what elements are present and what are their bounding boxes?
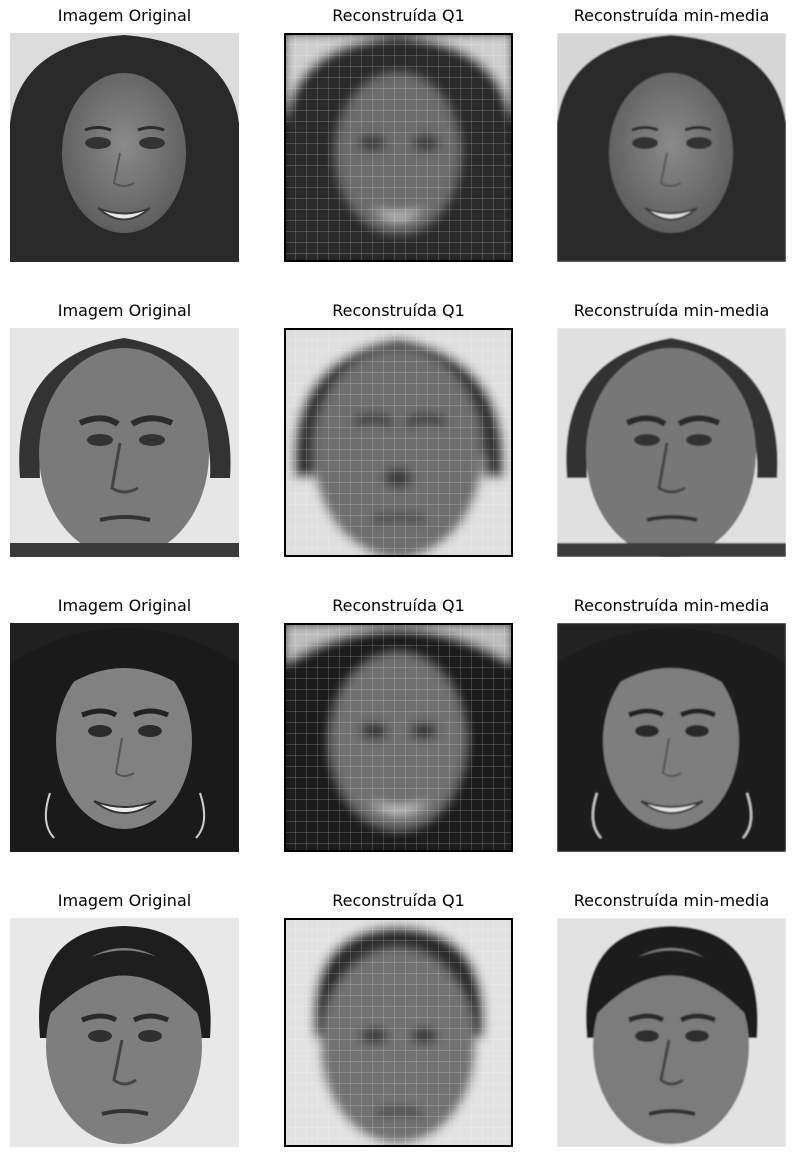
panel-title: Reconstruída Q1	[332, 6, 465, 25]
panel-title: Reconstruída min-media	[573, 6, 770, 25]
male-face-young-curly-hair-icon	[557, 918, 786, 1147]
blurry-female-face-reconstruction-icon	[284, 623, 513, 852]
blurry-male-face-reconstruction-icon	[284, 918, 513, 1147]
panel-title: Reconstruída min-media	[573, 596, 770, 615]
blurry-female-face-reconstruction-icon	[284, 33, 513, 262]
panel-title: Reconstruída min-media	[573, 301, 770, 320]
female-face-dark-hair-earrings-icon	[10, 623, 239, 852]
female-face-dark-hair-earrings-icon	[557, 623, 786, 852]
male-face-young-curly-hair-icon	[10, 918, 239, 1147]
panel-title: Reconstruída Q1	[332, 891, 465, 910]
panel-title: Reconstruída Q1	[332, 301, 465, 320]
blurry-male-face-reconstruction-icon	[284, 328, 513, 557]
panel-title: Reconstruída Q1	[332, 596, 465, 615]
panel-title: Imagem Original	[57, 891, 192, 910]
panel-title: Imagem Original	[57, 596, 192, 615]
male-face-older-curly-hair-icon	[557, 328, 786, 557]
panel-title: Reconstruída min-media	[573, 891, 770, 910]
panel-title: Imagem Original	[57, 6, 192, 25]
female-face-long-hair-smiling-icon	[10, 33, 239, 262]
female-face-long-hair-smiling-icon	[557, 33, 786, 262]
male-face-older-curly-hair-icon	[10, 328, 239, 557]
panel-title: Imagem Original	[57, 301, 192, 320]
